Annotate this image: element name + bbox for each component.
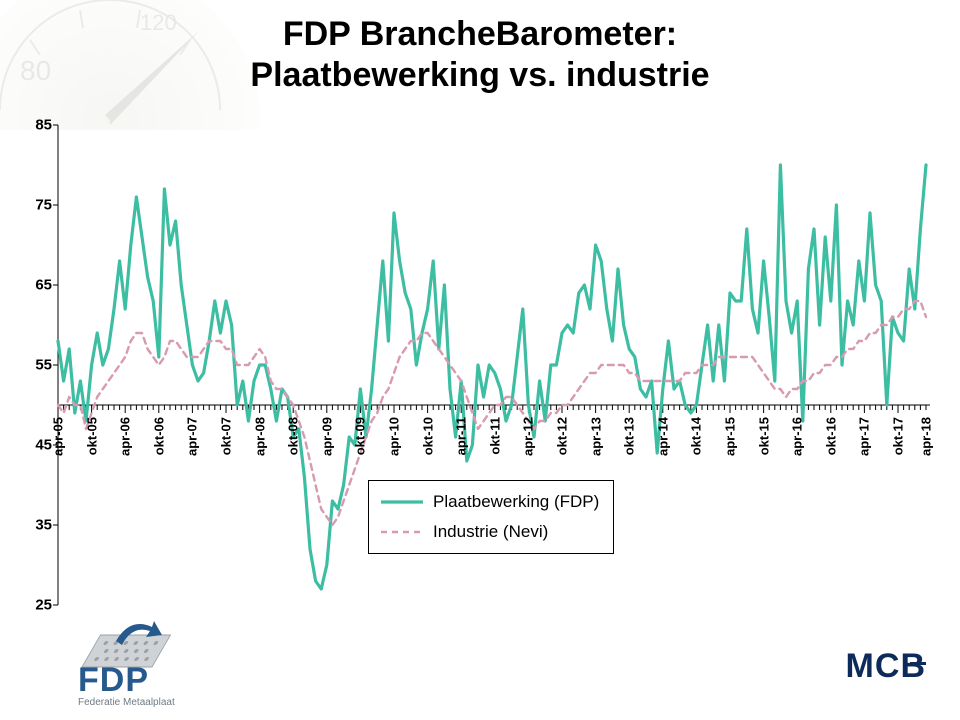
y-tick-label: 35 (35, 517, 52, 534)
title-line-2: Plaatbewerking vs. industrie (0, 55, 960, 96)
x-tick-label: okt-10 (420, 417, 435, 455)
x-tick-label: apr-05 (51, 417, 66, 456)
y-tick-label: 25 (35, 597, 52, 614)
x-tick-label: apr-08 (252, 417, 267, 456)
line-chart: 25354555657585apr-05okt-05apr-06okt-06ap… (58, 125, 930, 605)
x-tick-label: apr-14 (655, 417, 670, 456)
x-tick-label: okt-16 (823, 417, 838, 455)
x-tick-label: apr-13 (588, 417, 603, 456)
x-tick-label: okt-05 (84, 417, 99, 455)
x-tick-label: okt-06 (151, 417, 166, 455)
chart-legend: Plaatbewerking (FDP) Industrie (Nevi) (368, 480, 614, 554)
y-tick-label: 75 (35, 197, 52, 214)
fdp-logo-subtitle: Federatie Metaalplaat (78, 697, 248, 708)
y-tick-label: 65 (35, 277, 52, 294)
x-tick-label: okt-12 (555, 417, 570, 455)
fdp-emblem-icon (72, 615, 202, 671)
legend-label: Industrie (Nevi) (433, 522, 548, 542)
x-tick-label: okt-17 (891, 417, 906, 455)
x-tick-label: okt-07 (219, 417, 234, 455)
x-tick-label: apr-09 (319, 417, 334, 456)
x-tick-label: apr-18 (919, 417, 934, 456)
x-tick-label: okt-11 (487, 417, 502, 455)
x-tick-label: okt-13 (622, 417, 637, 455)
fdp-logo: FDP Federatie Metaalplaat (78, 663, 248, 708)
x-tick-label: apr-06 (118, 417, 133, 456)
x-tick-label: okt-14 (689, 417, 704, 455)
legend-item: Industrie (Nevi) (379, 517, 599, 547)
x-tick-label: apr-11 (454, 417, 469, 455)
x-tick-label: apr-10 (387, 417, 402, 456)
mcb-logo: MCB (846, 647, 926, 686)
title-line-1: FDP BrancheBarometer: (0, 14, 960, 55)
legend-item: Plaatbewerking (FDP) (379, 487, 599, 517)
chart-title: FDP BrancheBarometer: Plaatbewerking vs.… (0, 14, 960, 96)
x-tick-label: apr-15 (723, 417, 738, 456)
legend-label: Plaatbewerking (FDP) (433, 492, 599, 512)
y-tick-label: 45 (35, 437, 52, 454)
y-tick-label: 85 (35, 117, 52, 134)
x-tick-label: okt-09 (353, 417, 368, 455)
mcb-logo-b: B (900, 647, 926, 686)
x-tick-label: okt-15 (756, 417, 771, 455)
x-tick-label: apr-17 (857, 417, 872, 456)
x-tick-label: apr-12 (521, 417, 536, 456)
x-tick-label: apr-16 (790, 417, 805, 456)
y-tick-label: 55 (35, 357, 52, 374)
mcb-logo-text: MC (846, 647, 901, 685)
x-tick-label: apr-07 (185, 417, 200, 456)
x-tick-label: okt-08 (286, 417, 301, 455)
